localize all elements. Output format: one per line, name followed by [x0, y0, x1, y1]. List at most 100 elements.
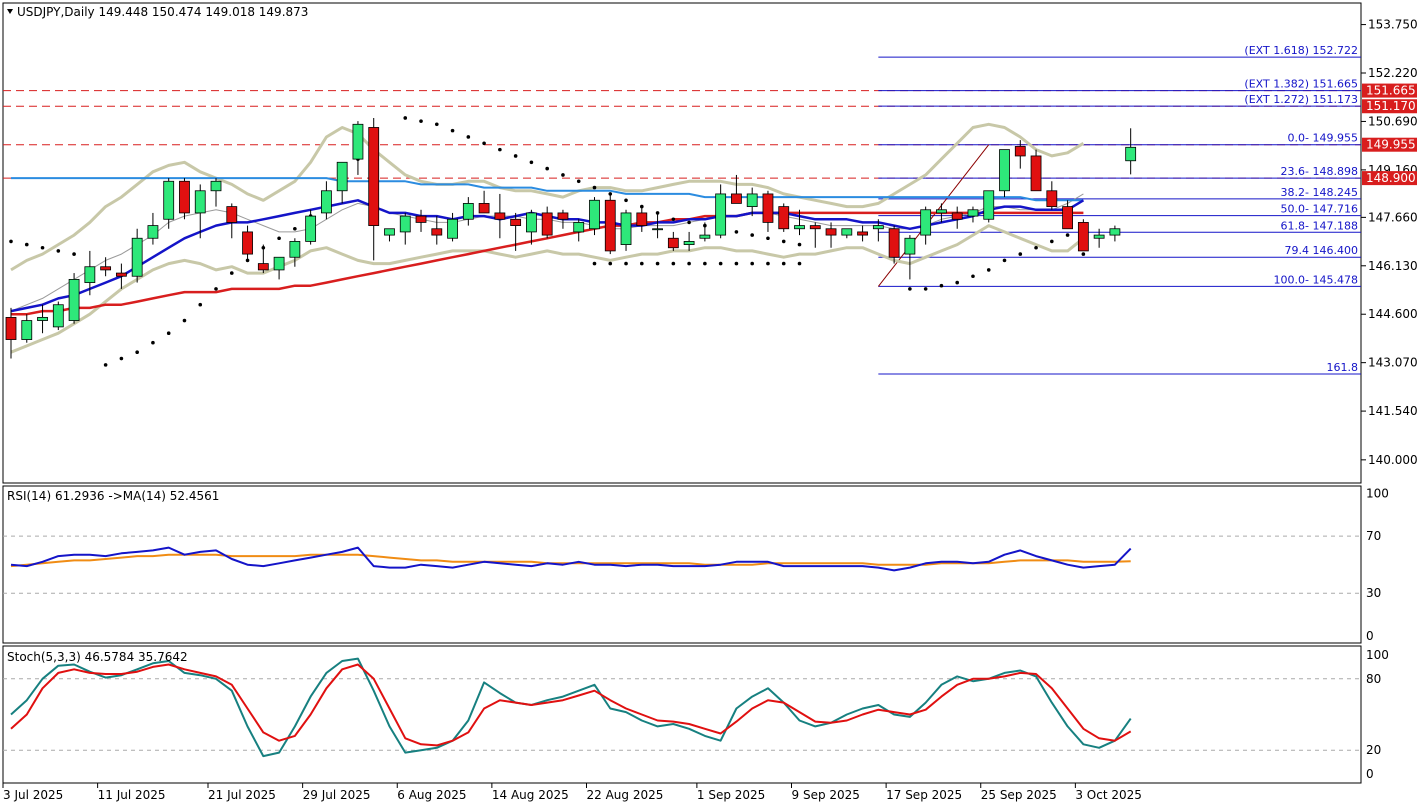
psar-dot	[498, 147, 502, 152]
bullish-candle	[273, 256, 285, 271]
psar-dot	[939, 283, 944, 288]
psar-dot	[545, 166, 549, 171]
fib-level-label: 61.8- 147.188	[1281, 219, 1358, 232]
stoch-header: Stoch(5,3,3) 46.5784 35.7642	[7, 650, 188, 664]
psar-dot	[781, 261, 786, 266]
bullish-candle	[163, 180, 175, 220]
bullish-candle	[37, 316, 48, 321]
bearish-candle	[778, 206, 790, 230]
bearish-candle	[431, 228, 443, 236]
symbol-dropdown-icon[interactable]	[7, 9, 13, 14]
psar-dot	[592, 185, 597, 190]
psar-dot	[277, 236, 281, 241]
psar-dot	[986, 268, 991, 272]
bearish-candle	[604, 199, 616, 252]
bullish-candle	[320, 190, 332, 214]
bullish-candle	[352, 123, 364, 160]
bearish-candle	[242, 231, 253, 255]
rsi-axis-label: 30	[1366, 586, 1381, 600]
bearish-candle	[1014, 146, 1026, 157]
psar-dot	[687, 261, 691, 266]
psar-dot	[687, 220, 691, 225]
bearish-candle	[809, 225, 821, 230]
bearish-candle	[226, 206, 238, 223]
psar-dot	[781, 239, 786, 244]
psar-dot	[734, 230, 739, 234]
bullish-candle	[336, 161, 348, 192]
psar-dot	[561, 173, 565, 177]
bullish-candle	[967, 209, 979, 217]
psar-dot	[1065, 233, 1070, 237]
psar-dot	[103, 363, 108, 367]
bullish-candle	[872, 225, 884, 230]
bullish-candle	[652, 228, 663, 231]
bullish-candle	[52, 304, 64, 328]
bullish-candle	[920, 209, 932, 236]
bullish-candle	[715, 193, 727, 236]
bearish-candle	[494, 212, 506, 220]
bullish-candle	[1125, 146, 1137, 162]
psar-dot	[1034, 245, 1038, 250]
bullish-candle	[526, 212, 537, 233]
date-axis-label: 14 Aug 2025	[492, 788, 569, 802]
psar-dot	[135, 350, 139, 355]
bearish-candle	[1077, 222, 1089, 252]
psar-dot	[229, 271, 234, 275]
psar-dot	[766, 236, 770, 241]
fib-level-label: 50.0- 147.716	[1281, 203, 1358, 216]
psar-dot	[1081, 252, 1086, 256]
price-axis-label: 143.070	[1368, 356, 1418, 370]
psar-dot	[434, 122, 439, 127]
price-level-box	[1362, 83, 1417, 98]
psar-dot	[419, 119, 423, 123]
bullish-candle	[447, 218, 458, 239]
psar-dot	[529, 160, 534, 165]
fib-level-label: 0.0- 149.955	[1288, 132, 1358, 145]
bullish-candle	[131, 237, 143, 277]
date-axis-label: 22 Aug 2025	[586, 788, 663, 802]
stoch-plot-area	[3, 657, 1361, 758]
date-axis-label: 3 Oct 2025	[1075, 788, 1142, 802]
psar-dot	[482, 141, 486, 146]
price-level-box-label: 149.955	[1366, 138, 1416, 152]
rsi-panel-frame	[2, 485, 1362, 644]
bearish-candle	[557, 212, 569, 220]
bullish-candle	[620, 212, 632, 245]
psar-dot	[9, 239, 13, 244]
psar-dot	[151, 340, 155, 345]
fib-level-label: (EXT 1.382) 151.665	[1244, 78, 1358, 91]
price-level-box	[1362, 137, 1417, 152]
price-plot-area: 0.0- 149.955 23.6- 148.898 38.2- 148.245 50…	[3, 44, 1361, 375]
psar-dot	[703, 261, 707, 266]
bearish-candle	[257, 263, 269, 271]
bearish-candle	[415, 215, 427, 223]
psar-dot	[1002, 258, 1007, 263]
date-axis-label: 1 Sep 2025	[697, 788, 765, 802]
psar-dot	[797, 242, 802, 247]
bullish-candle	[573, 222, 585, 233]
bearish-candle	[1062, 206, 1073, 230]
psar-dot	[971, 274, 975, 279]
bearish-candle	[762, 193, 774, 223]
bullish-candle	[841, 228, 853, 236]
price-level-box	[1362, 99, 1417, 114]
price-axis-label: 141.540	[1368, 404, 1418, 418]
psar-dot	[718, 261, 723, 266]
stoch-axis-label: 0	[1366, 767, 1374, 781]
bullish-candle	[1093, 234, 1105, 239]
bearish-candle	[541, 212, 553, 236]
price-axis-label: 150.690	[1368, 114, 1418, 128]
fib-level-label: 79.4 146.400	[1285, 244, 1358, 257]
fib-level-label: 100.0- 145.478	[1274, 273, 1358, 286]
rsi-header: RSI(14) 61.2936 ->MA(14) 52.4561	[7, 489, 219, 503]
price-panel-frame	[2, 2, 1362, 484]
bullish-candle	[983, 190, 995, 220]
bullish-candle	[794, 225, 805, 230]
price-axis-label: 140.000	[1368, 453, 1418, 467]
bearish-candle	[667, 237, 679, 249]
bullish-candle	[84, 266, 96, 283]
psar-dot	[750, 261, 754, 266]
